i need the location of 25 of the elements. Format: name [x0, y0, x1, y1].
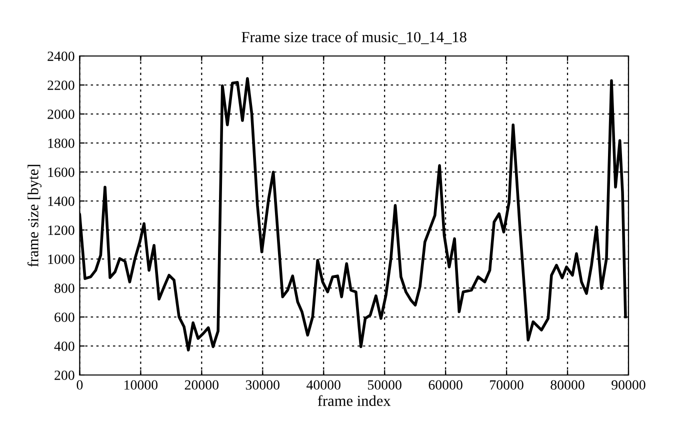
x-tick-label: 10000 [124, 380, 158, 390]
x-tick-label: 30000 [246, 380, 280, 390]
x-tick-label: 50000 [368, 380, 402, 390]
y-tick-label: 1000 [48, 254, 74, 264]
y-tick-label: 200 [54, 370, 74, 380]
x-tick-label: 90000 [612, 380, 646, 390]
chart-title: Frame size trace of music_10_14_18 [242, 31, 466, 44]
y-tick-label: 2400 [48, 52, 74, 61]
x-tick-label: 80000 [550, 380, 584, 390]
x-axis-title: frame index [318, 395, 391, 406]
x-tick-label: 60000 [428, 380, 462, 390]
y-tick-label: 600 [54, 312, 74, 322]
y-tick-label: 2200 [48, 80, 74, 90]
y-tick-label: 400 [54, 342, 74, 351]
x-tick-label: 70000 [490, 380, 524, 390]
y-tick-label: 2000 [48, 110, 74, 119]
y-tick-label: 1600 [48, 168, 74, 177]
x-tick-label: 0 [76, 380, 83, 390]
x-tick-label: 40000 [306, 380, 340, 390]
y-tick-label: 1400 [48, 196, 74, 206]
y-tick-label: 1800 [48, 138, 74, 148]
y-tick-label: 1200 [48, 226, 74, 235]
y-tick-label: 800 [54, 284, 74, 293]
y-axis-title: frame size [byte] [27, 164, 42, 267]
x-tick-label: 20000 [184, 380, 218, 390]
